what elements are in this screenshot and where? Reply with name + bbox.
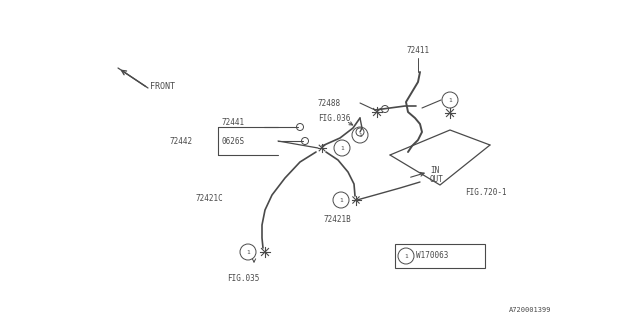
Text: W170063: W170063 — [416, 252, 449, 260]
Text: 72488: 72488 — [318, 99, 341, 108]
Text: IN: IN — [430, 165, 439, 174]
Text: FRONT: FRONT — [150, 82, 175, 91]
Text: FIG.035: FIG.035 — [227, 274, 259, 283]
Text: 1: 1 — [339, 197, 343, 203]
Text: 72441: 72441 — [222, 117, 245, 126]
Text: 1: 1 — [340, 146, 344, 150]
Text: 1: 1 — [358, 132, 362, 138]
Text: FIG.720-1: FIG.720-1 — [465, 188, 507, 196]
Text: 1: 1 — [404, 253, 408, 259]
Text: OUT: OUT — [430, 174, 444, 183]
Text: 0626S: 0626S — [222, 137, 245, 146]
Text: A720001399: A720001399 — [509, 307, 551, 313]
Text: 72411: 72411 — [406, 46, 429, 55]
FancyBboxPatch shape — [395, 244, 485, 268]
Text: FIG.036: FIG.036 — [318, 114, 350, 123]
Text: 72421B: 72421B — [324, 215, 352, 224]
Text: 1: 1 — [448, 98, 452, 102]
Text: 72421C: 72421C — [196, 194, 224, 203]
Text: 1: 1 — [246, 250, 250, 254]
Text: 72442: 72442 — [170, 137, 193, 146]
